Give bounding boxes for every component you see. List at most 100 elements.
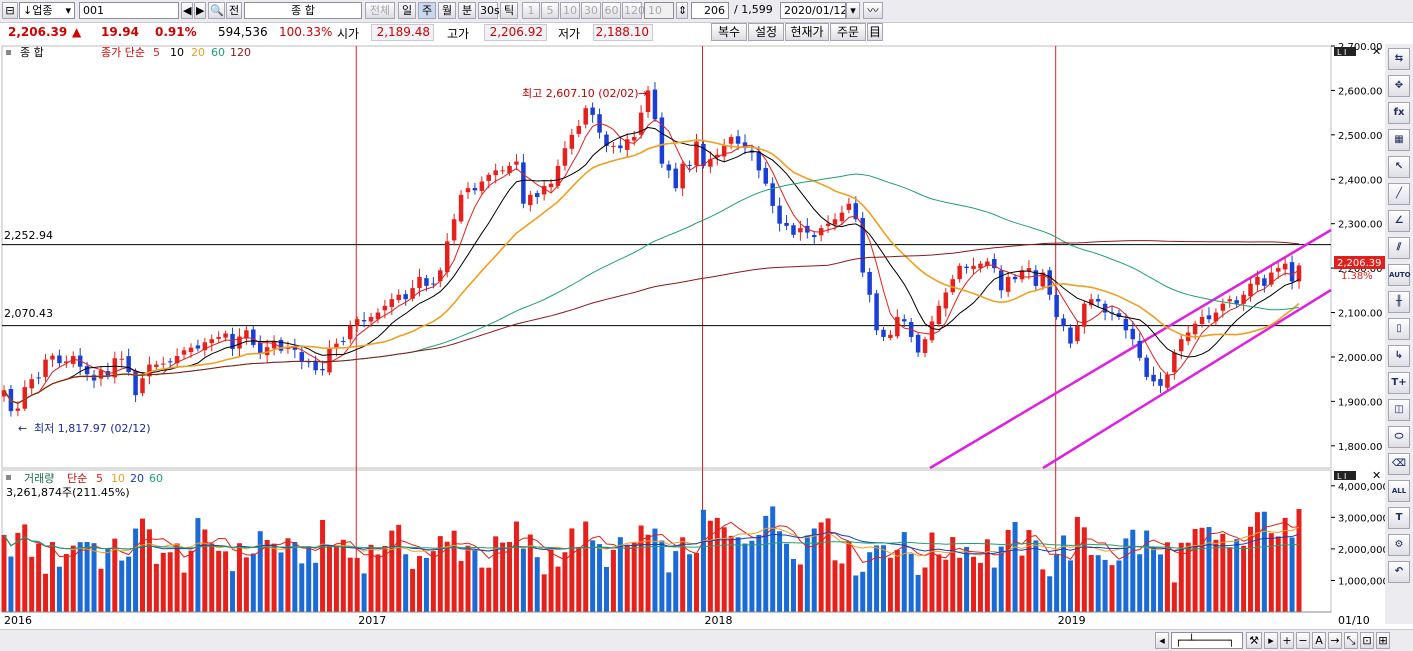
current-price-button[interactable]: 현재가 xyxy=(785,23,829,41)
volume-bar xyxy=(1157,554,1163,612)
trendline-icon[interactable]: ╱ xyxy=(1388,183,1410,205)
volume-bar xyxy=(264,539,270,612)
volume-bar xyxy=(403,554,409,612)
x-axis-label: 2018 xyxy=(705,614,733,627)
chart-type-icon[interactable]: ⊟ xyxy=(2,2,18,19)
undo-icon[interactable]: ↶ xyxy=(1388,561,1410,583)
volume-bar xyxy=(230,571,236,612)
volume-value: 594,536 xyxy=(218,25,268,39)
period-tick-button[interactable]: 틱 xyxy=(500,2,518,19)
jeon-button[interactable]: 전 xyxy=(226,2,242,19)
delete-all-icon[interactable]: ALL xyxy=(1388,480,1410,502)
tools-icon[interactable]: ⚒ xyxy=(1246,632,1262,649)
volume-ma5-line xyxy=(3,521,1300,563)
volume-close-icon[interactable]: ✕ xyxy=(1372,469,1381,482)
period-month-button[interactable]: 월 xyxy=(438,2,456,19)
text-t-icon[interactable]: T+ xyxy=(1388,372,1410,394)
zoom-in-icon[interactable]: + xyxy=(1280,632,1294,649)
order-button[interactable]: 주문 xyxy=(830,23,866,41)
candle xyxy=(514,161,519,165)
bar-count-input[interactable]: 206 xyxy=(691,2,729,19)
volume-bar xyxy=(742,543,748,612)
measure-icon[interactable]: ◫ xyxy=(1388,399,1410,421)
minute-30-button[interactable]: 30 xyxy=(581,2,601,19)
candle xyxy=(784,222,789,226)
text-icon[interactable]: T xyxy=(1388,507,1410,529)
code-input[interactable]: 001 xyxy=(79,2,179,19)
volume-bar xyxy=(1171,582,1177,612)
candle xyxy=(687,164,692,166)
volume-bar xyxy=(1005,529,1011,612)
minute-10-button[interactable]: 10 xyxy=(560,2,580,19)
volume-bar xyxy=(63,554,69,612)
period-week-button[interactable]: 주 xyxy=(418,2,436,19)
list-icon[interactable]: 目 xyxy=(867,23,883,41)
settings-button[interactable]: 설정 xyxy=(748,23,784,41)
volume-bar xyxy=(458,561,464,612)
interval-spin-icon[interactable]: ⇕ xyxy=(676,2,688,19)
volume-bar xyxy=(340,539,346,612)
chart-area[interactable]: 1,800.00 1,900.00 2,000.00 2,100.00 2,200.00… xyxy=(0,42,1385,629)
auto-trend-icon[interactable]: AUTO xyxy=(1388,264,1411,286)
grid-icon[interactable]: ▦ xyxy=(1388,129,1410,151)
eraser-icon[interactable]: ⌫ xyxy=(1388,453,1410,475)
sort-icon: ↓ xyxy=(23,4,33,17)
price-li-badge[interactable] xyxy=(1334,47,1356,56)
move-icon[interactable]: ✥ xyxy=(1388,75,1410,97)
candle xyxy=(112,358,118,378)
bar-total: / 1,599 xyxy=(734,3,773,16)
angle-icon[interactable]: ∠ xyxy=(1388,210,1410,232)
price-axis-label: 2,200.00 xyxy=(1338,264,1383,275)
volume-bar xyxy=(1040,569,1046,612)
period-30s-button[interactable]: 30s xyxy=(478,2,500,19)
volume-bar xyxy=(285,538,291,612)
minute-5-button[interactable]: 5 xyxy=(541,2,559,19)
date-input[interactable]: 2020/01/12 xyxy=(780,2,846,19)
ellipse-icon[interactable]: ⬭ xyxy=(1388,426,1410,448)
interval-input[interactable]: 10 xyxy=(644,2,674,19)
minute-120-button[interactable]: 120 xyxy=(622,2,645,19)
search-icon[interactable]: 🔍 xyxy=(208,2,225,19)
candle xyxy=(881,329,886,337)
expand-icon[interactable]: ⊡ xyxy=(1360,632,1374,649)
market-dropdown[interactable]: ↓업종 ▾ xyxy=(19,2,75,19)
candle xyxy=(271,341,277,349)
candle xyxy=(500,170,505,172)
candle xyxy=(618,145,623,149)
multi-button[interactable]: 복수 xyxy=(711,23,747,41)
font-size-icon[interactable]: A xyxy=(1312,632,1326,649)
resize-icon[interactable]: ⤡ xyxy=(1344,632,1358,649)
candle xyxy=(611,145,616,147)
volume-bar xyxy=(631,542,637,612)
candle xyxy=(555,165,561,186)
volume-bar xyxy=(555,566,561,612)
volume-li-badge[interactable] xyxy=(1334,471,1356,480)
chart-style-icon[interactable]: 〰 xyxy=(863,2,883,19)
all-button[interactable]: 전체 xyxy=(365,2,395,19)
zoom-out-icon[interactable]: − xyxy=(1296,632,1310,649)
zoom-slider[interactable]: ┌─┴─────┐ xyxy=(1171,632,1243,649)
calendar-dropdown-icon[interactable]: ▾ xyxy=(846,2,860,19)
minute-60-button[interactable]: 60 xyxy=(602,2,621,19)
high-label: 고가 xyxy=(447,27,470,41)
period-minute-button[interactable]: 분 xyxy=(458,2,476,19)
hline-label-lower: 2,070.43 xyxy=(4,307,53,320)
volume-bar xyxy=(451,530,457,612)
prev-code-icon[interactable]: ◀ xyxy=(181,2,193,19)
minute-1-button[interactable]: 1 xyxy=(522,2,540,19)
channel-icon[interactable]: ⫽ xyxy=(1388,237,1410,259)
candle-icon[interactable]: ╫ xyxy=(1388,291,1410,313)
split-icon[interactable]: ⊞ xyxy=(1376,632,1390,649)
next-code-icon[interactable]: ▶ xyxy=(194,2,206,19)
chart-link-icon[interactable]: ⇆ xyxy=(1388,48,1410,70)
fx-icon[interactable]: fx xyxy=(1388,102,1410,124)
scroll-right-icon[interactable]: ▸ xyxy=(1264,632,1278,649)
settings-icon[interactable]: ⚙ xyxy=(1388,534,1410,556)
cursor-icon[interactable]: ↖ xyxy=(1388,156,1410,178)
bar-icon[interactable]: ▯ xyxy=(1388,318,1410,340)
arrow-icon[interactable]: ↳ xyxy=(1388,345,1410,367)
price-close-icon[interactable]: ✕ xyxy=(1372,45,1381,58)
period-day-button[interactable]: 일 xyxy=(398,2,416,19)
scroll-left-icon[interactable]: ◂ xyxy=(1155,632,1169,649)
fit-icon[interactable]: → xyxy=(1328,632,1342,649)
